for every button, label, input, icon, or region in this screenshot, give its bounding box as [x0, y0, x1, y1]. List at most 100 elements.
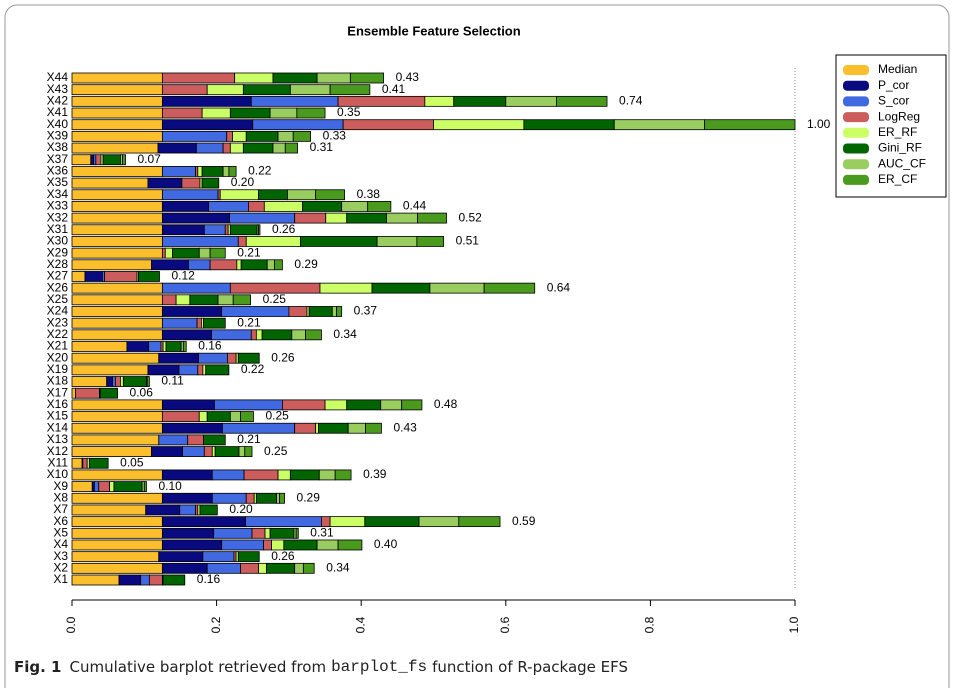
- bar-segment: [161, 329, 212, 341]
- bar-segment: [197, 364, 204, 376]
- bar-segment: [418, 516, 460, 528]
- y-tick-label: X38: [47, 140, 69, 154]
- bar-segment: [161, 212, 231, 224]
- bar-segment: [82, 457, 88, 469]
- total-label: 0.20: [229, 502, 253, 516]
- bar-segment: [243, 469, 279, 481]
- y-tick-label: X41: [47, 105, 69, 119]
- legend-swatch: [843, 65, 869, 75]
- bar-segment: [161, 306, 223, 317]
- bar-segment: [211, 469, 245, 481]
- bar-segment: [161, 492, 213, 504]
- bar-segment: [71, 434, 160, 446]
- bar-segment: [245, 236, 301, 247]
- bar-segment: [71, 376, 108, 387]
- legend-box: [835, 54, 947, 198]
- bar-segment: [337, 95, 426, 107]
- total-label: 0.21: [237, 245, 261, 259]
- bar-segment: [195, 142, 224, 154]
- bar-segment: [483, 282, 536, 294]
- bar-segment: [71, 107, 163, 119]
- bar-segment: [250, 95, 339, 107]
- bar-segment: [99, 387, 118, 399]
- bar-segment: [161, 84, 208, 96]
- bar-segment: [289, 469, 320, 481]
- bar-segment: [71, 469, 163, 481]
- caption-label: Fig. 1: [14, 658, 61, 676]
- bar-segment: [71, 539, 163, 551]
- total-label: 0.26: [272, 222, 296, 236]
- x-tick-label: 0.6: [498, 616, 512, 633]
- bar-segment: [386, 212, 418, 224]
- x-tick-label: 1.0: [787, 616, 801, 633]
- y-tick-label: X34: [47, 187, 69, 201]
- y-tick-label: X20: [47, 350, 69, 364]
- legend-label: ER_CF: [878, 172, 917, 186]
- bar-segment: [71, 481, 93, 493]
- bar-segment: [229, 107, 271, 119]
- bar-segment: [232, 130, 247, 142]
- bar-segment: [138, 271, 160, 282]
- bar-segment: [203, 317, 226, 329]
- bar-segment: [209, 259, 238, 271]
- bar-segment: [161, 189, 219, 201]
- total-label: 0.64: [547, 280, 571, 294]
- bar-segment: [181, 177, 201, 189]
- y-tick-label: X32: [47, 210, 69, 224]
- bar-segment: [291, 329, 306, 341]
- bar-segment: [255, 329, 263, 341]
- bar-segment: [232, 294, 251, 306]
- bar-segment: [71, 294, 163, 306]
- bar-segment: [284, 142, 298, 154]
- total-label: 0.34: [333, 327, 357, 341]
- bar-segment: [71, 130, 163, 142]
- bar-segment: [71, 95, 163, 107]
- bar-segment: [242, 142, 274, 154]
- bar-segment: [151, 446, 184, 457]
- total-label: 0.59: [512, 514, 536, 528]
- bar-segment: [88, 457, 109, 469]
- bar-segment: [203, 446, 213, 457]
- legend-label: P_cor: [878, 78, 909, 92]
- bar-segment: [172, 247, 200, 259]
- bar-segment: [147, 177, 183, 189]
- bar-segment: [71, 422, 163, 434]
- y-tick-label: X35: [47, 175, 69, 189]
- bar-segment: [71, 72, 163, 84]
- y-tick-label: X15: [47, 409, 69, 423]
- bar-segment: [319, 282, 373, 294]
- bar-segment: [198, 411, 208, 422]
- total-label: 0.21: [237, 315, 261, 329]
- bar-segment: [331, 306, 338, 317]
- bar-segment: [161, 294, 177, 306]
- bar-segment: [158, 434, 189, 446]
- bar-segment: [161, 224, 205, 236]
- legend-label: LogReg: [878, 109, 920, 123]
- bar-segment: [287, 189, 317, 201]
- bar-segment: [318, 422, 349, 434]
- bar-segment: [308, 306, 333, 317]
- bar-segment: [300, 236, 378, 247]
- bar-segment: [302, 201, 343, 212]
- bar-segment: [237, 236, 247, 247]
- bar-segment: [143, 481, 147, 493]
- bar-segment: [161, 527, 215, 539]
- y-tick-label: X42: [47, 94, 69, 108]
- bar-segment: [248, 201, 265, 212]
- bar-segment: [95, 154, 102, 166]
- bar-segment: [336, 306, 343, 317]
- y-tick-label: X17: [47, 385, 69, 399]
- bar-segment: [94, 481, 100, 493]
- bar-segment: [269, 527, 295, 539]
- bar-segment: [145, 504, 181, 516]
- bar-segment: [272, 142, 286, 154]
- y-tick-label: X8: [53, 490, 68, 504]
- bar-segment: [258, 562, 267, 574]
- y-tick-label: X33: [47, 199, 69, 213]
- bar-segment: [276, 492, 280, 504]
- bar-segment: [71, 411, 163, 422]
- chart-title: Ensemble Feature Selection: [347, 23, 520, 38]
- bar-segment: [109, 481, 115, 493]
- bar-segment: [224, 224, 229, 236]
- bar-segment: [277, 469, 291, 481]
